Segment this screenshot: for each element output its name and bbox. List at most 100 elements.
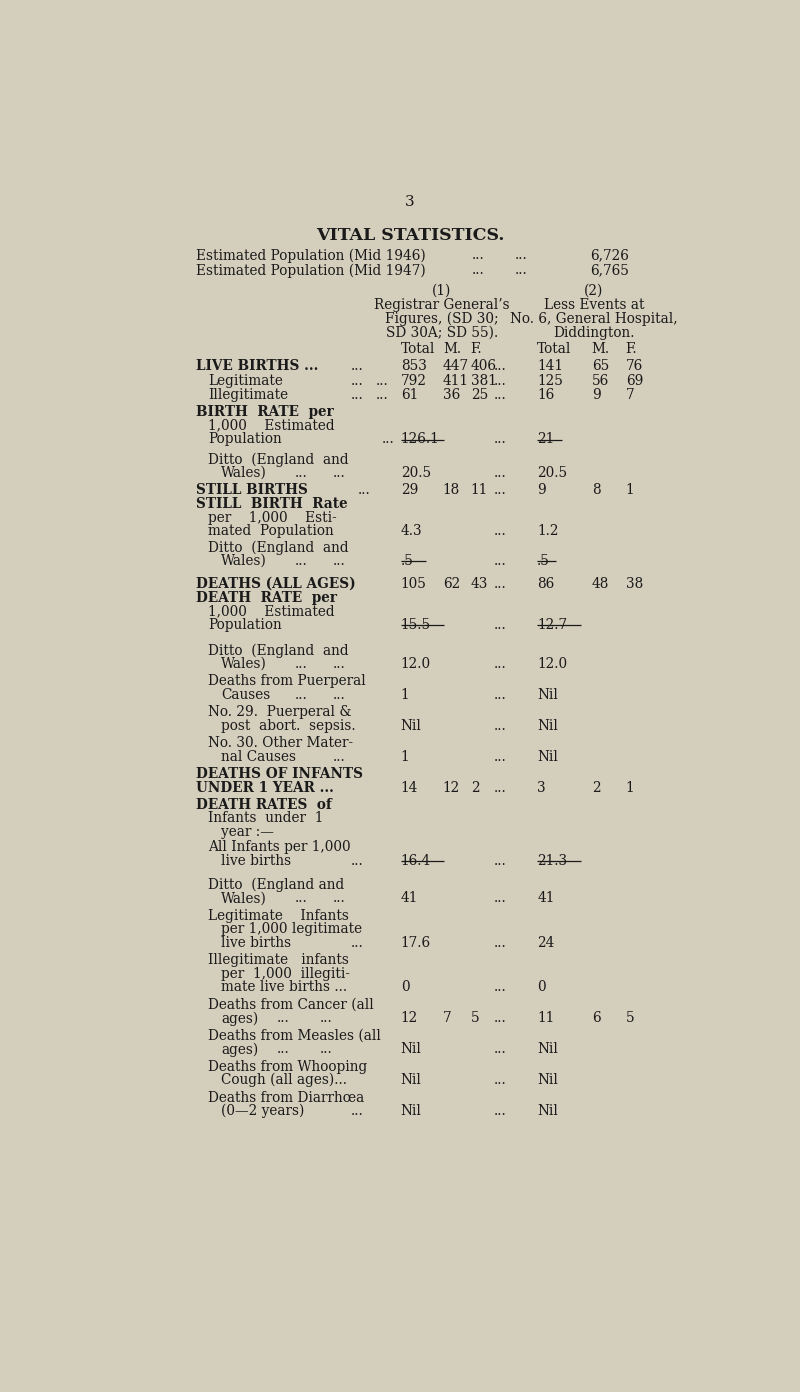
Text: (2): (2) (584, 284, 603, 298)
Text: 411: 411 (443, 373, 469, 387)
Text: ...: ... (320, 1043, 333, 1057)
Text: per 1,000 legitimate: per 1,000 legitimate (221, 923, 362, 937)
Text: 12: 12 (443, 781, 460, 795)
Text: 406: 406 (470, 359, 497, 373)
Text: ...: ... (494, 618, 506, 632)
Text: ...: ... (494, 1073, 506, 1087)
Text: Deaths from Diarrhœa: Deaths from Diarrhœa (209, 1090, 365, 1105)
Text: 7: 7 (626, 388, 634, 402)
Text: Total: Total (401, 342, 435, 356)
Text: ...: ... (351, 388, 364, 402)
Text: per  1,000  illegiti-: per 1,000 illegiti- (221, 967, 350, 981)
Text: 5: 5 (470, 1011, 479, 1025)
Text: ...: ... (494, 1104, 506, 1118)
Text: Ditto  (England and: Ditto (England and (209, 878, 345, 892)
Text: Deaths from Cancer (all: Deaths from Cancer (all (209, 998, 374, 1012)
Text: Estimated Population (Mid 1946): Estimated Population (Mid 1946) (196, 249, 426, 263)
Text: 65: 65 (592, 359, 609, 373)
Text: ...: ... (494, 1043, 506, 1057)
Text: No. 6, General Hospital,: No. 6, General Hospital, (510, 312, 678, 326)
Text: DEATH  RATE  per: DEATH RATE per (196, 590, 337, 606)
Text: 1: 1 (626, 781, 634, 795)
Text: 5: 5 (626, 1011, 634, 1025)
Text: 14: 14 (401, 781, 418, 795)
Text: ...: ... (494, 576, 506, 590)
Text: ...: ... (351, 1104, 364, 1118)
Text: Population: Population (209, 432, 282, 445)
Text: ...: ... (295, 688, 308, 702)
Text: 41: 41 (401, 891, 418, 905)
Text: 12: 12 (401, 1011, 418, 1025)
Text: ...: ... (295, 657, 308, 671)
Text: ...: ... (494, 657, 506, 671)
Text: Nil: Nil (401, 1104, 422, 1118)
Text: ...: ... (494, 891, 506, 905)
Text: ...: ... (382, 432, 395, 445)
Text: SD 30A; SD 55).: SD 30A; SD 55). (386, 326, 498, 340)
Text: All Infants per 1,000: All Infants per 1,000 (209, 841, 351, 855)
Text: ...: ... (332, 688, 345, 702)
Text: Illegitimate: Illegitimate (209, 388, 289, 402)
Text: 20.5: 20.5 (401, 466, 431, 480)
Text: ...: ... (295, 891, 308, 905)
Text: 125: 125 (537, 373, 563, 387)
Text: ...: ... (277, 1011, 290, 1025)
Text: 2: 2 (470, 781, 479, 795)
Text: Deaths from Whooping: Deaths from Whooping (209, 1059, 368, 1073)
Text: Ditto  (England  and: Ditto (England and (209, 643, 349, 657)
Text: 69: 69 (626, 373, 643, 387)
Text: F.: F. (626, 342, 638, 356)
Text: ...: ... (351, 373, 364, 387)
Text: F.: F. (470, 342, 482, 356)
Text: Wales): Wales) (221, 657, 266, 671)
Text: 62: 62 (443, 576, 460, 590)
Text: 126.1: 126.1 (401, 432, 439, 445)
Text: ...: ... (376, 388, 389, 402)
Text: Nil: Nil (537, 718, 558, 732)
Text: VITAL STATISTICS.: VITAL STATISTICS. (316, 227, 504, 244)
Text: ...: ... (494, 554, 506, 568)
Text: ...: ... (332, 554, 345, 568)
Text: 792: 792 (401, 373, 426, 387)
Text: 24: 24 (537, 935, 554, 949)
Text: ...: ... (494, 466, 506, 480)
Text: 12.0: 12.0 (537, 657, 567, 671)
Text: ...: ... (494, 1011, 506, 1025)
Text: 1: 1 (626, 483, 634, 497)
Text: ...: ... (494, 432, 506, 445)
Text: Wales): Wales) (221, 891, 266, 905)
Text: Illegitimate   infants: Illegitimate infants (209, 954, 350, 967)
Text: M.: M. (443, 342, 461, 356)
Text: 20.5: 20.5 (537, 466, 567, 480)
Text: 61: 61 (401, 388, 418, 402)
Text: (1): (1) (432, 284, 452, 298)
Text: 86: 86 (537, 576, 554, 590)
Text: ...: ... (494, 853, 506, 867)
Text: ...: ... (351, 359, 364, 373)
Text: UNDER 1 YEAR ...: UNDER 1 YEAR ... (196, 781, 334, 795)
Text: post  abort.  sepsis.: post abort. sepsis. (221, 718, 355, 732)
Text: STILL  BIRTH  Rate: STILL BIRTH Rate (196, 497, 348, 511)
Text: 105: 105 (401, 576, 426, 590)
Text: 18: 18 (443, 483, 460, 497)
Text: 9: 9 (592, 388, 601, 402)
Text: Cough (all ages)...: Cough (all ages)... (221, 1073, 347, 1087)
Text: Population: Population (209, 618, 282, 632)
Text: ...: ... (494, 359, 506, 373)
Text: ...: ... (332, 891, 345, 905)
Text: 48: 48 (592, 576, 609, 590)
Text: 16: 16 (537, 388, 554, 402)
Text: 1: 1 (401, 749, 410, 764)
Text: Deaths from Puerperal: Deaths from Puerperal (209, 674, 366, 688)
Text: 6: 6 (592, 1011, 600, 1025)
Text: Deaths from Measles (all: Deaths from Measles (all (209, 1029, 382, 1043)
Text: nal Causes: nal Causes (221, 749, 296, 764)
Text: ...: ... (494, 935, 506, 949)
Text: Estimated Population (Mid 1947): Estimated Population (Mid 1947) (196, 263, 426, 277)
Text: ...: ... (472, 249, 485, 263)
Text: 43: 43 (470, 576, 488, 590)
Text: ...: ... (332, 466, 345, 480)
Text: 17.6: 17.6 (401, 935, 431, 949)
Text: Nil: Nil (401, 1043, 422, 1057)
Text: ...: ... (494, 980, 506, 994)
